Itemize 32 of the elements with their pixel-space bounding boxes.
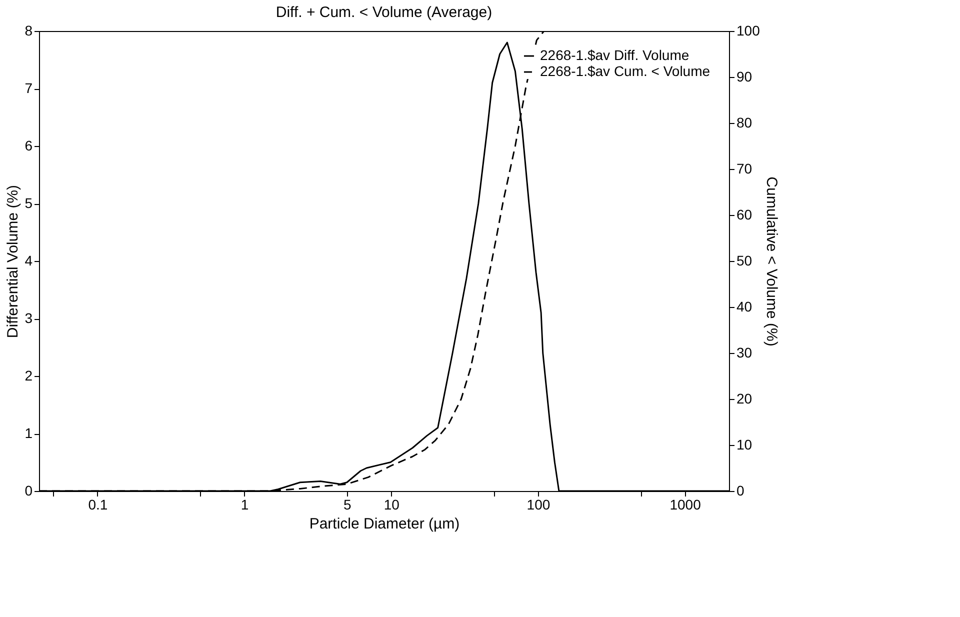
y-tick-label: 4 — [24, 252, 33, 268]
y-tick-label: 1 — [24, 425, 33, 441]
x-tick-label: 10 — [384, 496, 400, 512]
x-tick-label: 1 — [240, 496, 249, 512]
y2-tick-label: 30 — [736, 344, 752, 360]
y2-tick-label: 50 — [736, 252, 752, 268]
y-tick-label: 8 — [24, 22, 33, 38]
y2-tick-label: 80 — [736, 114, 752, 130]
x-tick-label: 0.1 — [88, 496, 108, 512]
legend-label: 2268-1.$av Diff. Volume — [540, 47, 690, 63]
x-tick-label: 5 — [344, 496, 352, 512]
y2-tick-label: 40 — [736, 298, 752, 314]
x-axis-title: Particle Diameter (µm) — [309, 516, 460, 532]
y2-tick-label: 0 — [736, 482, 744, 498]
y2-axis-title: Cumulative < Volume (%) — [762, 176, 780, 346]
y-tick-label: 6 — [24, 138, 33, 154]
chart-title: Diff. + Cum. < Volume (Average) — [276, 4, 492, 21]
y2-tick-label: 20 — [736, 390, 752, 406]
x-tick-label: 1000 — [670, 496, 702, 512]
legend-label: 2268-1.$av Cum. < Volume — [540, 63, 710, 79]
y2-tick-label: 70 — [736, 160, 752, 176]
y-tick-label: 5 — [24, 195, 33, 211]
y-tick-label: 2 — [24, 368, 33, 384]
y2-tick-label: 10 — [736, 436, 752, 452]
y-tick-label: 0 — [24, 482, 33, 498]
y-tick-label: 3 — [24, 310, 33, 326]
y2-tick-label: 100 — [736, 22, 760, 38]
y-axis-title: Differential Volume (%) — [4, 184, 22, 338]
y-tick-label: 7 — [24, 80, 33, 96]
y2-tick-label: 90 — [736, 68, 752, 84]
x-tick-label: 100 — [526, 496, 550, 512]
y2-tick-label: 60 — [736, 206, 752, 222]
